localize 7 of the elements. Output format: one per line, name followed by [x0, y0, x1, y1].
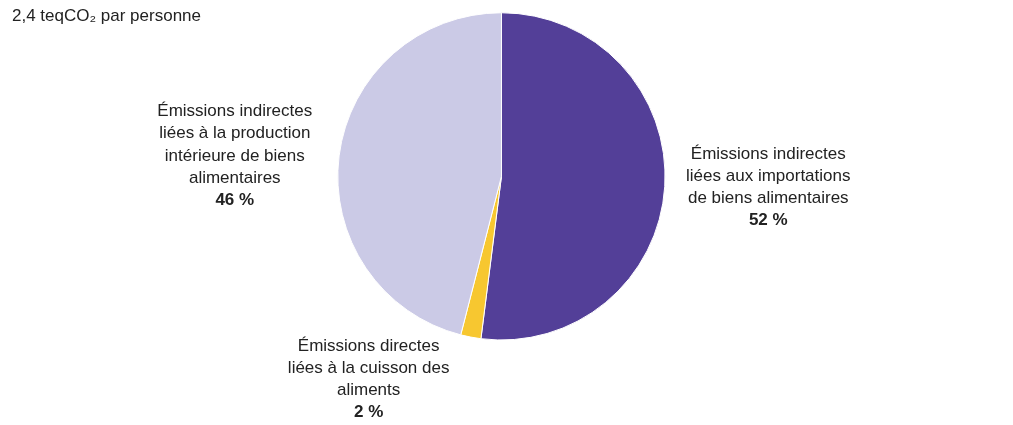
- chart-title: 2,4 teqCO₂ par personne: [12, 6, 201, 25]
- slice-label: Émissions directes liées à la cuisson des aliments: [287, 335, 450, 399]
- slice-label: Émissions indirectes liées à la production intérieure de biens alimentaires: [157, 101, 313, 187]
- slice-label: Émissions indirectes liées aux importations de biens alimentaires: [686, 144, 851, 208]
- data-label: 52 %: [748, 210, 788, 230]
- data-label: 2 %: [354, 401, 384, 421]
- data-label: 46 %: [215, 189, 255, 209]
